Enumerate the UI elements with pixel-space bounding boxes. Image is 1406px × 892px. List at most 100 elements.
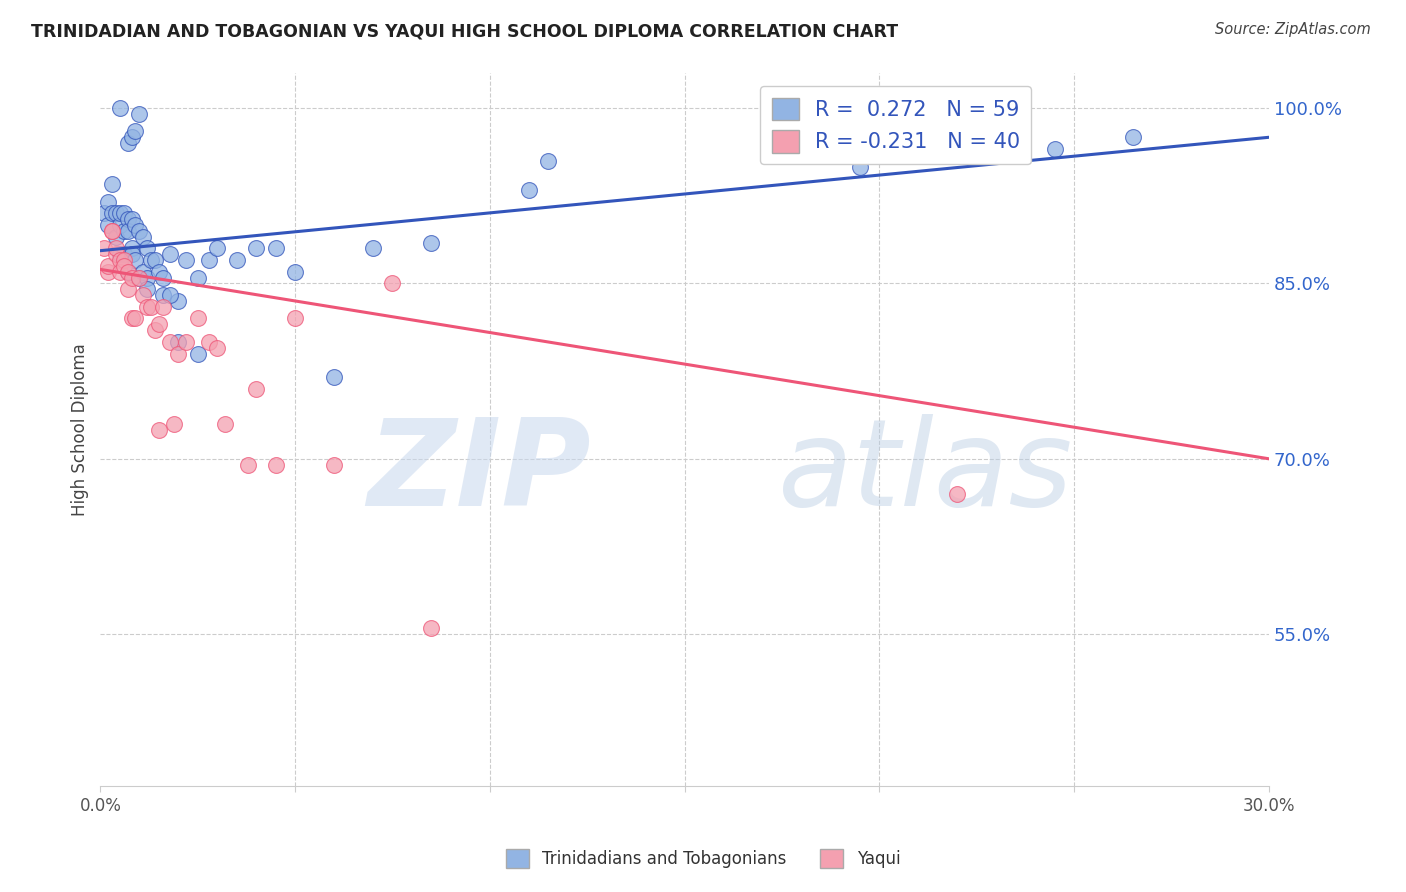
- Point: [537, 153, 560, 168]
- Legend: Trinidadians and Tobagonians, Yaqui: Trinidadians and Tobagonians, Yaqui: [499, 842, 907, 875]
- Point: [148, 318, 170, 332]
- Point: [187, 270, 209, 285]
- Point: [214, 417, 236, 431]
- Text: ZIP: ZIP: [367, 414, 591, 531]
- Point: [420, 621, 443, 635]
- Point: [108, 218, 131, 232]
- Point: [117, 265, 139, 279]
- Point: [128, 107, 150, 121]
- Point: [159, 288, 181, 302]
- Point: [323, 370, 346, 384]
- Point: [238, 458, 260, 472]
- Point: [148, 423, 170, 437]
- Point: [163, 417, 186, 431]
- Point: [167, 293, 190, 308]
- Point: [93, 206, 115, 220]
- Point: [159, 334, 181, 349]
- Point: [128, 270, 150, 285]
- Point: [121, 130, 143, 145]
- Point: [128, 224, 150, 238]
- Point: [136, 300, 159, 314]
- Point: [167, 346, 190, 360]
- Point: [284, 265, 307, 279]
- Point: [112, 206, 135, 220]
- Point: [112, 247, 135, 261]
- Point: [159, 247, 181, 261]
- Y-axis label: High School Diploma: High School Diploma: [72, 343, 89, 516]
- Point: [117, 265, 139, 279]
- Text: Source: ZipAtlas.com: Source: ZipAtlas.com: [1215, 22, 1371, 37]
- Point: [117, 224, 139, 238]
- Point: [121, 247, 143, 261]
- Point: [128, 270, 150, 285]
- Point: [121, 311, 143, 326]
- Point: [132, 229, 155, 244]
- Point: [148, 265, 170, 279]
- Point: [152, 300, 174, 314]
- Point: [187, 346, 209, 360]
- Point: [517, 183, 540, 197]
- Point: [187, 311, 209, 326]
- Point: [198, 253, 221, 268]
- Point: [117, 212, 139, 227]
- Point: [245, 382, 267, 396]
- Point: [381, 277, 404, 291]
- Point: [225, 253, 247, 268]
- Point: [139, 253, 162, 268]
- Point: [108, 101, 131, 115]
- Point: [97, 194, 120, 209]
- Point: [104, 247, 127, 261]
- Point: [101, 224, 124, 238]
- Point: [108, 247, 131, 261]
- Point: [323, 458, 346, 472]
- Point: [152, 288, 174, 302]
- Point: [124, 253, 146, 268]
- Point: [245, 241, 267, 255]
- Legend: R =  0.272   N = 59, R = -0.231   N = 40: R = 0.272 N = 59, R = -0.231 N = 40: [761, 87, 1032, 164]
- Point: [139, 300, 162, 314]
- Point: [104, 229, 127, 244]
- Point: [121, 212, 143, 227]
- Point: [93, 241, 115, 255]
- Point: [849, 160, 872, 174]
- Point: [112, 259, 135, 273]
- Point: [284, 311, 307, 326]
- Point: [198, 334, 221, 349]
- Point: [143, 323, 166, 337]
- Point: [117, 282, 139, 296]
- Point: [205, 241, 228, 255]
- Point: [167, 334, 190, 349]
- Point: [124, 124, 146, 138]
- Point: [112, 253, 135, 268]
- Point: [264, 241, 287, 255]
- Point: [124, 218, 146, 232]
- Point: [264, 458, 287, 472]
- Point: [108, 206, 131, 220]
- Point: [132, 288, 155, 302]
- Point: [1043, 142, 1066, 156]
- Point: [121, 241, 143, 255]
- Point: [124, 311, 146, 326]
- Point: [97, 265, 120, 279]
- Point: [136, 282, 159, 296]
- Point: [205, 341, 228, 355]
- Point: [112, 224, 135, 238]
- Point: [101, 177, 124, 191]
- Text: atlas: atlas: [778, 414, 1074, 531]
- Point: [946, 487, 969, 501]
- Point: [174, 253, 197, 268]
- Point: [174, 334, 197, 349]
- Point: [117, 136, 139, 150]
- Point: [101, 206, 124, 220]
- Point: [97, 218, 120, 232]
- Point: [108, 265, 131, 279]
- Point: [101, 224, 124, 238]
- Point: [136, 270, 159, 285]
- Point: [97, 259, 120, 273]
- Text: TRINIDADIAN AND TOBAGONIAN VS YAQUI HIGH SCHOOL DIPLOMA CORRELATION CHART: TRINIDADIAN AND TOBAGONIAN VS YAQUI HIGH…: [31, 22, 898, 40]
- Point: [104, 241, 127, 255]
- Point: [152, 270, 174, 285]
- Point: [143, 253, 166, 268]
- Point: [361, 241, 384, 255]
- Point: [136, 241, 159, 255]
